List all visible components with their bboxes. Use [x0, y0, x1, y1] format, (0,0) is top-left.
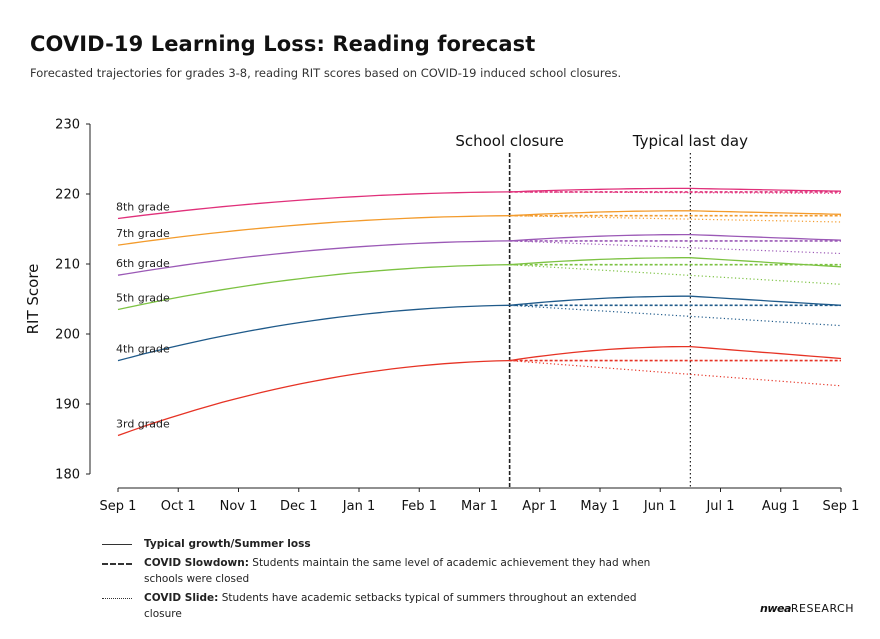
slide-line-6th	[509, 240, 842, 255]
chart-legend: Typical growth/Summer loss COVID Slowdow…	[102, 536, 662, 625]
solid-line-swatch	[102, 536, 132, 552]
y-tick-label: 190	[55, 398, 80, 413]
series-label-5th: 5th grade	[116, 292, 170, 305]
typical-line-8th	[509, 187, 842, 193]
slide-line-5th	[509, 264, 842, 285]
x-tick-label: May 1	[580, 499, 619, 514]
y-tick-label: 200	[55, 328, 80, 343]
school-closure-label: School closure	[455, 132, 564, 150]
typical-line-6th	[509, 233, 842, 242]
series-line-4th	[117, 304, 510, 362]
x-tick-label: Mar 1	[461, 499, 498, 514]
legend-item-typical: Typical growth/Summer loss	[102, 536, 662, 552]
typical-line-3rd	[509, 345, 842, 362]
y-tick-label: 180	[55, 468, 80, 483]
x-tick-label: Sep 1	[823, 499, 860, 514]
typical-line-5th	[509, 257, 842, 268]
y-tick-label: 230	[55, 118, 80, 133]
chart-subtitle: Forecasted trajectories for grades 3-8, …	[30, 66, 622, 80]
slide-line-7th	[509, 215, 842, 223]
legend-slowdown-text: Students maintain the same level of acad…	[144, 557, 651, 585]
x-tick-label: Jan 1	[342, 499, 375, 514]
legend-slide-text: Students have academic setbacks typical …	[144, 592, 637, 620]
legend-typical-label: Typical growth/Summer loss	[144, 538, 311, 550]
legend-slide-label: COVID Slide:	[144, 592, 219, 604]
x-tick-label: Dec 1	[280, 499, 318, 514]
x-tick-label: Jul 1	[705, 499, 734, 514]
y-tick-label: 210	[55, 258, 80, 273]
y-axis-label: RIT Score	[24, 264, 42, 335]
x-tick-label: Feb 1	[402, 499, 437, 514]
x-tick-label: Oct 1	[161, 499, 196, 514]
series-line-8th	[117, 191, 510, 220]
series-label-7th: 7th grade	[116, 227, 170, 240]
typical-last-day-label: Typical last day	[632, 132, 748, 150]
series-label-6th: 6th grade	[116, 257, 170, 270]
nwea-research-logo: nweaRESEARCH	[760, 602, 854, 615]
series-label-4th: 4th grade	[116, 343, 170, 356]
series-label-3rd: 3rd grade	[116, 418, 170, 431]
x-tick-label: Jun 1	[643, 499, 677, 514]
dotted-line-swatch	[102, 590, 132, 606]
typical-line-4th	[509, 295, 842, 306]
x-tick-label: Sep 1	[100, 499, 137, 514]
series-line-6th	[117, 240, 510, 276]
chart-title: COVID-19 Learning Loss: Reading forecast	[30, 32, 536, 56]
dashed-line-swatch	[102, 555, 132, 571]
series-line-3rd	[117, 359, 510, 437]
series-label-8th: 8th grade	[116, 201, 170, 214]
typical-line-7th	[509, 210, 842, 217]
y-tick-label: 220	[55, 188, 80, 203]
nwea-logo: nwea	[760, 602, 791, 615]
x-tick-label: Aug 1	[762, 499, 800, 514]
x-tick-label: Apr 1	[522, 499, 557, 514]
slide-line-4th	[509, 304, 842, 327]
legend-item-slide: COVID Slide: Students have academic setb…	[102, 590, 662, 622]
x-tick-label: Nov 1	[220, 499, 258, 514]
legend-slowdown-label: COVID Slowdown:	[144, 557, 249, 569]
legend-item-slowdown: COVID Slowdown: Students maintain the sa…	[102, 555, 662, 587]
series-line-7th	[117, 215, 510, 246]
brand-text: RESEARCH	[790, 602, 854, 615]
series-line-5th	[117, 264, 510, 311]
slide-line-3rd	[509, 360, 842, 387]
